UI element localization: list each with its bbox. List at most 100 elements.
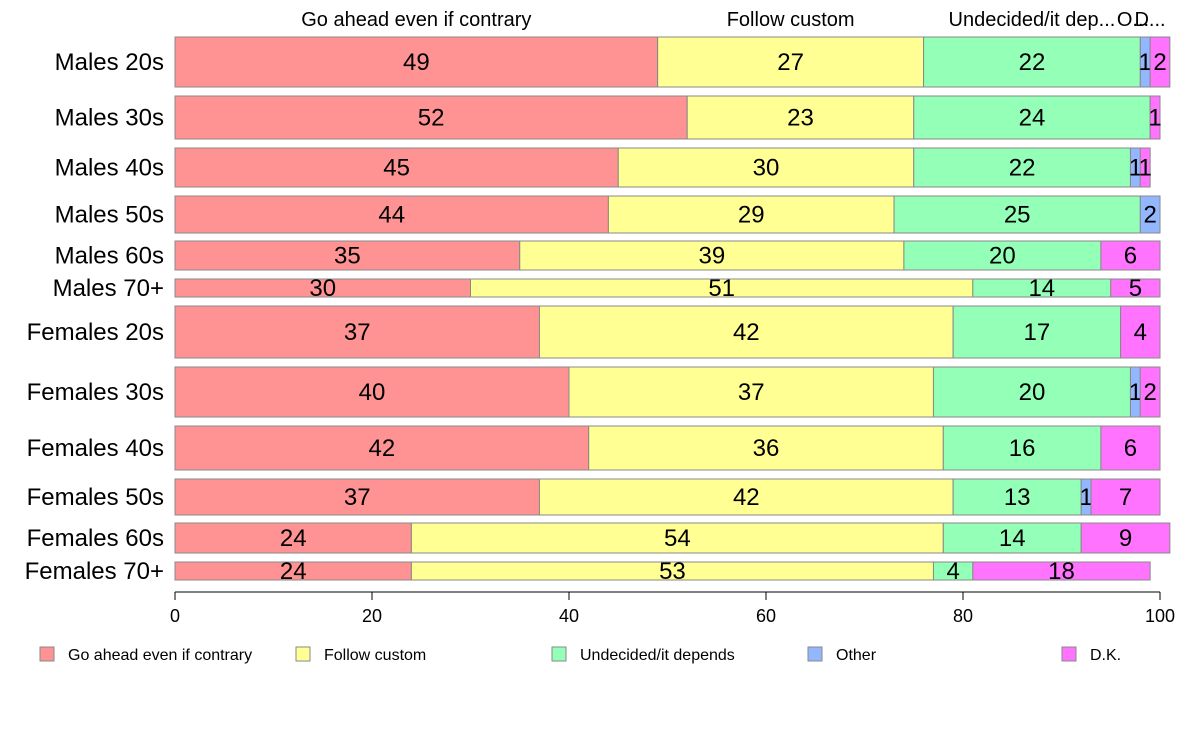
- data-label: 7: [1119, 484, 1132, 511]
- bar-segment: [174, 522, 412, 554]
- data-label: 18: [1048, 558, 1075, 585]
- data-label: 30: [753, 155, 780, 182]
- data-label: 6: [1124, 243, 1137, 270]
- data-label: 20: [1019, 379, 1046, 406]
- legend-item: D.K.: [1061, 646, 1121, 664]
- bar-segment: [174, 305, 540, 359]
- bar-segment: [1139, 195, 1161, 234]
- data-label: 24: [280, 525, 307, 552]
- bar-segment: [1090, 478, 1161, 516]
- data-label: 37: [344, 319, 371, 346]
- bar-row: Females 20s 37 42 17 4: [27, 305, 1161, 359]
- data-label: 20: [989, 243, 1016, 270]
- data-label: 14: [1028, 275, 1055, 302]
- bar-row: Females 50s 37 42 13 1 7: [27, 478, 1161, 516]
- data-label: 24: [280, 558, 307, 585]
- x-tick-label: 60: [756, 606, 776, 626]
- data-label: 22: [1019, 49, 1046, 76]
- data-label: 1: [1139, 49, 1152, 76]
- data-label: 52: [418, 105, 445, 132]
- data-label: 27: [777, 49, 804, 76]
- bar-row: Males 40s 45 30 22 11: [55, 147, 1152, 188]
- data-label: 29: [738, 202, 765, 229]
- data-label: 30: [309, 275, 336, 302]
- bar-segment: [932, 366, 1131, 418]
- data-label: 42: [733, 319, 760, 346]
- bar-row: Males 30s 52 23 24 1: [55, 95, 1162, 140]
- bar-segment: [903, 240, 1102, 271]
- bar-segment: [538, 305, 954, 359]
- bar-segment: [913, 147, 1131, 188]
- data-label: 44: [378, 202, 405, 229]
- legend-swatch: [551, 646, 567, 662]
- bar-row: Males 60s 35 39 20 6: [55, 240, 1161, 271]
- data-label: 2: [1143, 379, 1156, 406]
- legend-label: D.K.: [1090, 647, 1121, 664]
- data-label: 51: [708, 275, 735, 302]
- legend-swatch: [807, 646, 823, 662]
- legend-swatch: [1061, 646, 1077, 662]
- legend-item: Follow custom: [295, 646, 426, 664]
- data-label: 23: [787, 105, 814, 132]
- data-label: 1: [1079, 484, 1092, 511]
- row-label: Females 50s: [27, 484, 164, 511]
- bar-segment: [174, 366, 570, 418]
- bar-segment: [913, 95, 1151, 140]
- bar-segment: [519, 240, 905, 271]
- x-tick-label: 100: [1145, 606, 1175, 626]
- data-label: 4: [946, 558, 959, 585]
- legend-item: Go ahead even if contrary: [39, 646, 252, 664]
- row-label: Males 40s: [55, 155, 164, 182]
- legend-swatch: [295, 646, 311, 662]
- data-label: 4: [1134, 319, 1147, 346]
- data-label: 13: [1004, 484, 1031, 511]
- row-label: Females 70+: [25, 558, 164, 585]
- bar-segment: [893, 195, 1141, 234]
- x-tick-label: 40: [559, 606, 579, 626]
- data-label: 1: [1129, 155, 1142, 182]
- legend-item: Undecided/it depends: [551, 646, 735, 664]
- bar-segment: [1100, 425, 1161, 471]
- legend-item: Other: [807, 646, 877, 664]
- data-label: 53: [659, 558, 686, 585]
- bar-row: Females 70+ 24 53 4 18: [25, 558, 1151, 585]
- bar-segment: [1100, 240, 1161, 271]
- data-label: 1: [1148, 105, 1161, 132]
- bar-segment: [174, 195, 609, 234]
- bar-segment: [657, 36, 925, 88]
- bar-row: Females 30s 40 37 20 1 2: [27, 366, 1161, 418]
- bar-segment: [568, 366, 934, 418]
- data-label: 49: [403, 49, 430, 76]
- data-label: 9: [1119, 525, 1132, 552]
- bar-segment: [1120, 305, 1161, 359]
- data-label: 36: [753, 435, 780, 462]
- bar-segment: [617, 147, 915, 188]
- data-label: 37: [344, 484, 371, 511]
- bar-segment: [1139, 147, 1151, 188]
- data-label: 24: [1019, 105, 1046, 132]
- bar-segment: [952, 305, 1122, 359]
- row-label: Males 20s: [55, 49, 164, 76]
- top-label-1: Follow custom: [727, 9, 855, 31]
- bar-segment: [410, 522, 944, 554]
- top-label-4: D...: [1134, 9, 1165, 31]
- row-label: Males 30s: [55, 105, 164, 132]
- row-label: Females 30s: [27, 379, 164, 406]
- legend-label: Undecided/it depends: [580, 647, 735, 664]
- bar-segment: [538, 478, 954, 516]
- data-label: 42: [733, 484, 760, 511]
- bar-segment: [1149, 95, 1161, 140]
- top-label-0: Go ahead even if contrary: [301, 9, 531, 31]
- legend-label: Go ahead even if contrary: [68, 647, 252, 664]
- top-series-labels: Go ahead even if contrary Follow custom Un…: [301, 9, 1165, 31]
- data-label: 14: [999, 525, 1026, 552]
- data-label: 6: [1124, 435, 1137, 462]
- data-label: 1: [1139, 155, 1152, 182]
- data-label: 2: [1143, 202, 1156, 229]
- bar-row: Females 40s 42 36 16 6: [27, 425, 1161, 471]
- row-label: Females 20s: [27, 319, 164, 346]
- data-label: 25: [1004, 202, 1031, 229]
- row-label: Females 40s: [27, 435, 164, 462]
- bar-segment: [1110, 278, 1161, 298]
